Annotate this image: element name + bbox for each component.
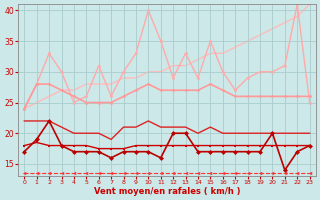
- X-axis label: Vent moyen/en rafales ( km/h ): Vent moyen/en rafales ( km/h ): [94, 187, 240, 196]
